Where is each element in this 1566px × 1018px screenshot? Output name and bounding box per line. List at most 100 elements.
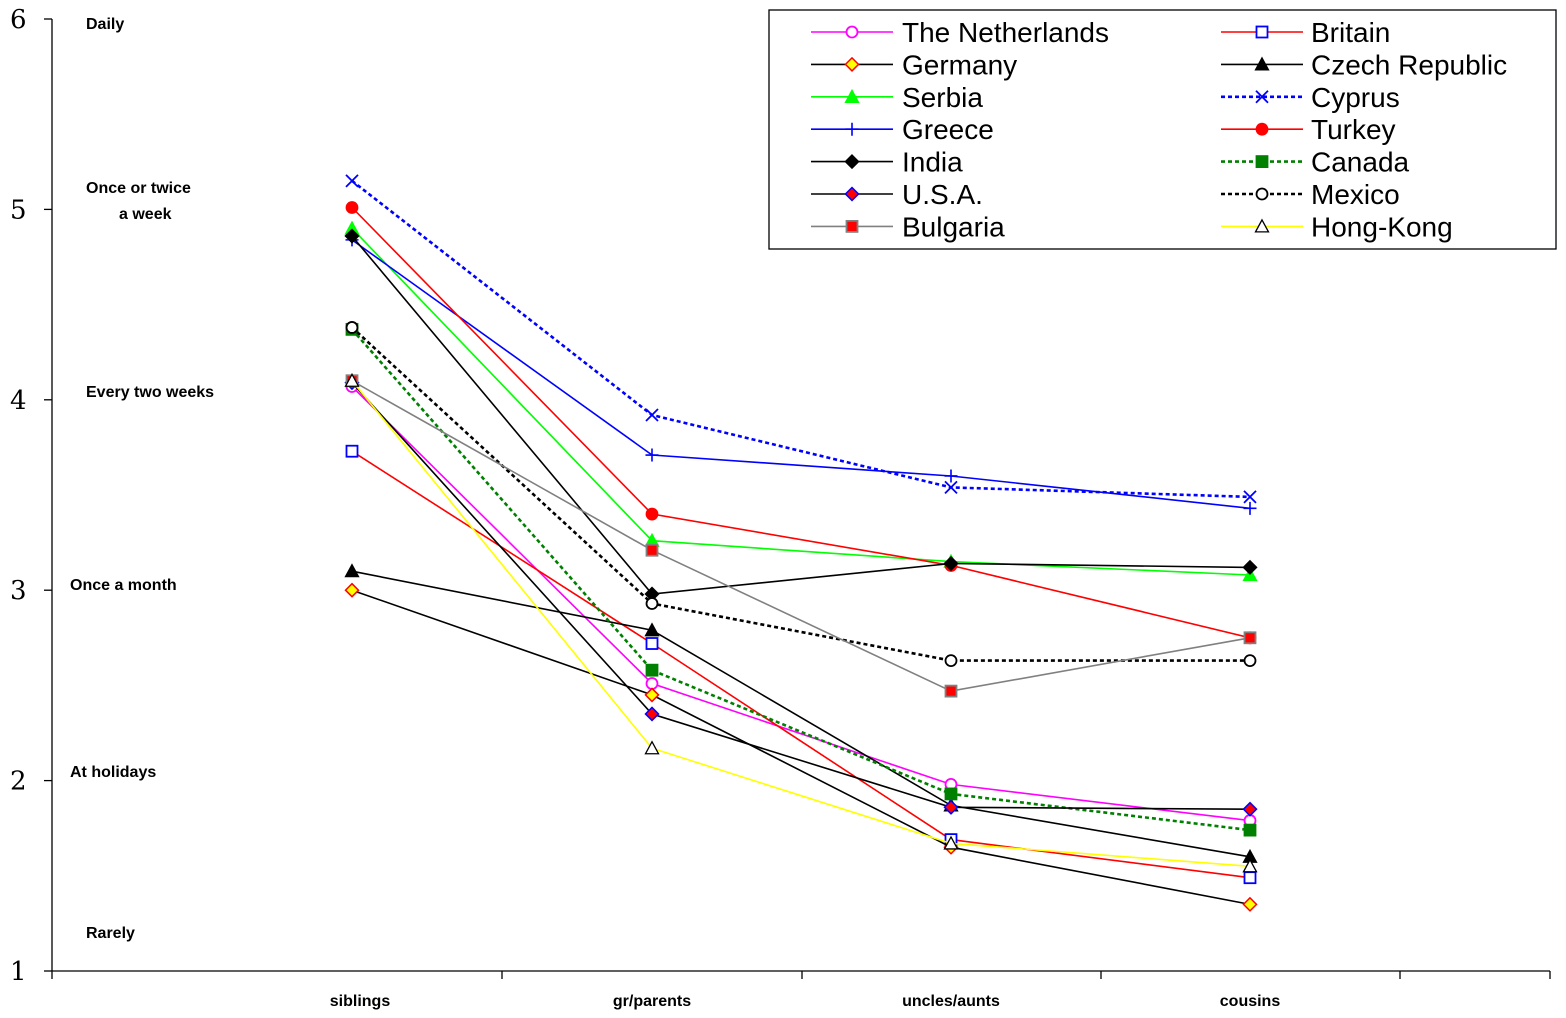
series-cyprus	[345, 174, 1257, 504]
data-point	[943, 799, 959, 815]
legend-entry-greece: Greece	[811, 114, 994, 145]
data-point	[1243, 490, 1257, 504]
legend-swatch-marker	[845, 25, 859, 39]
data-point	[344, 372, 360, 387]
data-point	[345, 444, 359, 458]
legend-swatch-marker	[1255, 187, 1269, 201]
data-point	[345, 321, 359, 334]
data-point	[1242, 858, 1258, 873]
series-turkey	[345, 201, 1257, 645]
legend-entry-turkey: Turkey	[1221, 114, 1396, 145]
frequency-label: Daily	[86, 16, 124, 33]
legend-entry-u-s-a: U.S.A.	[811, 179, 983, 210]
data-point	[1243, 501, 1257, 515]
data-point	[1242, 801, 1258, 817]
legend-swatch-marker	[845, 122, 859, 136]
data-point	[1242, 559, 1258, 575]
data-point	[944, 787, 958, 801]
legend-label: Cyprus	[1311, 82, 1400, 113]
x-tick-label: gr/parents	[613, 993, 691, 1010]
data-point	[645, 448, 659, 462]
legend-swatch-marker	[845, 219, 859, 233]
legend: The Netherlands Britain Germany Czech Repub…	[768, 9, 1557, 250]
legend-label: The Netherlands	[902, 17, 1109, 48]
legend-swatch-marker	[1254, 56, 1270, 71]
legend-entry-cyprus: Cyprus	[1221, 82, 1400, 113]
data-point	[1243, 631, 1257, 645]
y-tick-label: 2	[10, 767, 27, 797]
legend-swatch-marker	[1255, 25, 1269, 39]
legend-swatch-marker	[844, 88, 860, 103]
frequency-label: a week	[119, 206, 172, 223]
series-line	[351, 328, 1251, 832]
series-canada	[345, 322, 1257, 837]
legend-swatch-marker	[844, 186, 860, 202]
data-point	[644, 622, 660, 637]
legend-label: Bulgaria	[902, 211, 1005, 242]
y-tick-label: 4	[10, 386, 27, 416]
data-point	[645, 408, 659, 422]
data-point	[344, 563, 360, 578]
legend-swatch-marker	[1254, 218, 1270, 233]
y-tick-label: 3	[10, 576, 27, 606]
series-czech-republic	[344, 563, 1258, 863]
data-point	[943, 835, 959, 850]
frequency-label: Every two weeks	[86, 384, 214, 401]
data-point	[645, 637, 659, 650]
legend-swatch-marker	[844, 56, 860, 72]
data-point	[1243, 823, 1257, 837]
series-line	[351, 235, 1251, 595]
y-tick-label: 5	[10, 195, 27, 225]
data-point	[644, 687, 660, 703]
legend-box	[768, 9, 1557, 250]
data-point	[645, 677, 659, 690]
legend-entry-canada: Canada	[1221, 147, 1410, 178]
series-line	[351, 385, 1251, 822]
legend-label: Turkey	[1311, 114, 1396, 145]
series-greece	[345, 233, 1257, 515]
legend-entry-hong-kong: Hong-Kong	[1221, 211, 1453, 242]
legend-label: Mexico	[1311, 179, 1400, 210]
legend-label: India	[902, 147, 963, 178]
legend-entry-the-netherlands: The Netherlands	[811, 17, 1109, 48]
data-point	[1242, 896, 1258, 912]
legend-swatch-marker	[1255, 122, 1269, 136]
data-point	[944, 684, 958, 698]
series-line	[351, 179, 1251, 499]
legend-entry-mexico: Mexico	[1221, 179, 1400, 210]
series-britain	[345, 444, 1257, 885]
series-u-s-a	[344, 375, 1258, 817]
axes: 1 2 3 4 5 6 siblings gr/parents uncles/aunts cous…	[10, 5, 1551, 1010]
data-point	[645, 663, 659, 677]
legend-label: Greece	[902, 114, 994, 145]
legend-label: Hong-Kong	[1311, 211, 1453, 242]
series-line	[351, 206, 1251, 639]
series-line	[351, 589, 1251, 906]
series-hong-kong	[344, 372, 1258, 873]
legend-swatch-marker	[1255, 90, 1269, 104]
legend-label: Britain	[1311, 17, 1390, 48]
y-tick-label: 6	[10, 5, 27, 35]
data-point	[345, 201, 359, 214]
series-india	[344, 228, 1258, 602]
legend-swatch-marker	[844, 154, 860, 170]
data-point	[1243, 654, 1257, 668]
legend-entry-germany: Germany	[811, 49, 1017, 80]
legend-entry-bulgaria: Bulgaria	[811, 211, 1005, 242]
data-point	[644, 706, 660, 722]
data-point	[644, 740, 660, 755]
frequency-labels: Daily Once or twice a week Every two weeks O…	[70, 16, 214, 942]
legend-label: Germany	[902, 49, 1017, 80]
data-point	[944, 480, 958, 495]
x-tick-label: uncles/aunts	[902, 993, 1000, 1010]
legend-label: Czech Republic	[1311, 49, 1507, 80]
data-point	[344, 228, 360, 244]
data-point	[1243, 871, 1257, 885]
legend-label: Canada	[1311, 147, 1410, 178]
data-point	[944, 654, 958, 668]
data-point	[344, 582, 360, 598]
plot-area	[344, 174, 1258, 912]
series-line	[351, 380, 1251, 692]
legend-entry-serbia: Serbia	[811, 82, 983, 113]
